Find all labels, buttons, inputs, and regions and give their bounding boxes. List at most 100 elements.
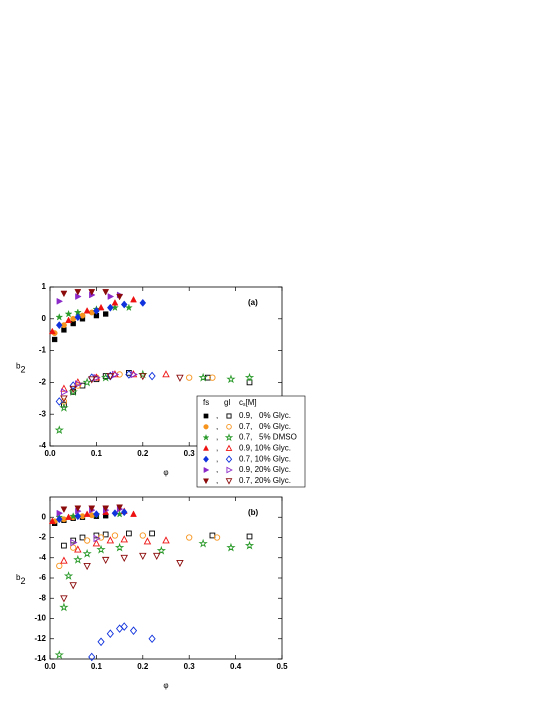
legend-separator: , [216, 454, 218, 463]
marker-triangle [65, 316, 72, 324]
y-tick-label: -1 [39, 346, 47, 355]
marker-triangle [139, 552, 147, 560]
marker-triangle [88, 505, 96, 512]
legend-separator: , [216, 411, 218, 420]
marker-triangle [106, 536, 115, 544]
marker-star [82, 548, 92, 558]
marker-circle [111, 532, 119, 539]
marker-star [64, 309, 73, 318]
y-tick-label: -2 [39, 378, 47, 387]
marker-triangle [116, 293, 124, 301]
marker-triangle [60, 556, 68, 564]
marker-square [102, 531, 109, 538]
marker-triangle [60, 506, 68, 513]
marker-star [82, 377, 92, 387]
marker-triangle [143, 537, 152, 545]
marker-circle [56, 562, 63, 569]
y-tick-label: -10 [34, 614, 46, 623]
marker-triangle [92, 539, 101, 547]
legend-box [196, 395, 306, 488]
marker-star [54, 650, 64, 659]
marker-triangle [60, 595, 68, 603]
marker-diamond [55, 321, 63, 330]
marker-diamond [106, 629, 114, 638]
marker-square [226, 413, 232, 419]
legend-separator: , [216, 444, 218, 453]
y-tick-label: 1 [42, 282, 47, 291]
marker-diamond [74, 313, 82, 322]
marker-star [244, 372, 255, 382]
legend-label: 0.9, 10% Glyc. [239, 444, 291, 453]
marker-triangle [162, 536, 170, 544]
marker-triangle [130, 510, 137, 517]
y-tick-label: 0 [42, 314, 47, 323]
marker-star [59, 402, 69, 412]
marker-star [63, 571, 74, 580]
legend-label: 0.7, 10% Glyc. [239, 454, 291, 463]
marker-triangle [60, 395, 68, 403]
marker-triangle [88, 376, 96, 384]
marker-circle [83, 537, 91, 544]
marker-triangle [48, 327, 56, 335]
x-tick-label: 0.0 [44, 662, 56, 671]
x-tick-label: 0.3 [184, 449, 196, 458]
marker-star [96, 544, 106, 554]
marker-diamond [74, 512, 82, 521]
marker-star [198, 372, 208, 382]
marker-star [226, 542, 236, 552]
marker-square [246, 379, 253, 386]
marker-triangle [116, 504, 124, 511]
marker-triangle [88, 289, 96, 296]
marker-triangle [74, 505, 82, 512]
marker-diamond [88, 652, 96, 662]
marker-square [103, 311, 109, 317]
marker-circle [88, 512, 95, 519]
marker-triangle [75, 293, 82, 300]
marker-diamond [139, 298, 147, 307]
x-axis-label: φ [163, 468, 168, 477]
marker-triangle [74, 380, 83, 388]
marker-triangle [101, 556, 110, 565]
legend-label: 0.7, 20% Glyc. [239, 476, 291, 485]
marker-star [55, 312, 64, 321]
marker-triangle [111, 299, 119, 306]
marker-square [79, 534, 86, 541]
marker-star [59, 602, 69, 612]
marker-triangle [176, 559, 184, 568]
marker-triangle [152, 552, 161, 560]
marker-triangle [97, 303, 105, 311]
marker-diamond [97, 637, 105, 647]
marker-triangle [102, 505, 110, 512]
x-tick-label: 0.1 [91, 449, 103, 458]
marker-diamond [120, 300, 128, 309]
x-axis-label: φ [163, 681, 168, 690]
marker-triangle [120, 535, 128, 543]
y-axis-label: b2 [16, 573, 25, 586]
marker-triangle [202, 478, 210, 485]
legend-header: gl [224, 398, 230, 407]
marker-circle [203, 424, 209, 430]
marker-star [156, 545, 166, 555]
y-axis-label-main: b [16, 573, 21, 582]
y-tick-label: -14 [34, 654, 46, 663]
marker-diamond [106, 303, 114, 312]
x-tick-label: 0.4 [230, 662, 242, 671]
marker-square [61, 542, 67, 549]
marker-circle [213, 534, 221, 541]
marker-diamond [129, 626, 138, 635]
legend-header-unit: [M] [246, 398, 257, 407]
x-tick-label: 0.3 [184, 662, 196, 671]
marker-diamond [120, 508, 128, 517]
y-tick-label: -4 [39, 441, 47, 450]
marker-triangle [60, 290, 68, 298]
marker-triangle [93, 534, 101, 543]
legend-label: 0.7, 5% DMSO [239, 433, 297, 442]
marker-triangle [130, 295, 137, 303]
y-axis-label-sub: 2 [20, 576, 25, 586]
marker-diamond [120, 622, 128, 631]
legend-header: cs[M] [239, 398, 257, 408]
x-tick-label: 0.2 [137, 662, 149, 671]
marker-star [68, 387, 78, 396]
marker-circle [139, 532, 146, 539]
